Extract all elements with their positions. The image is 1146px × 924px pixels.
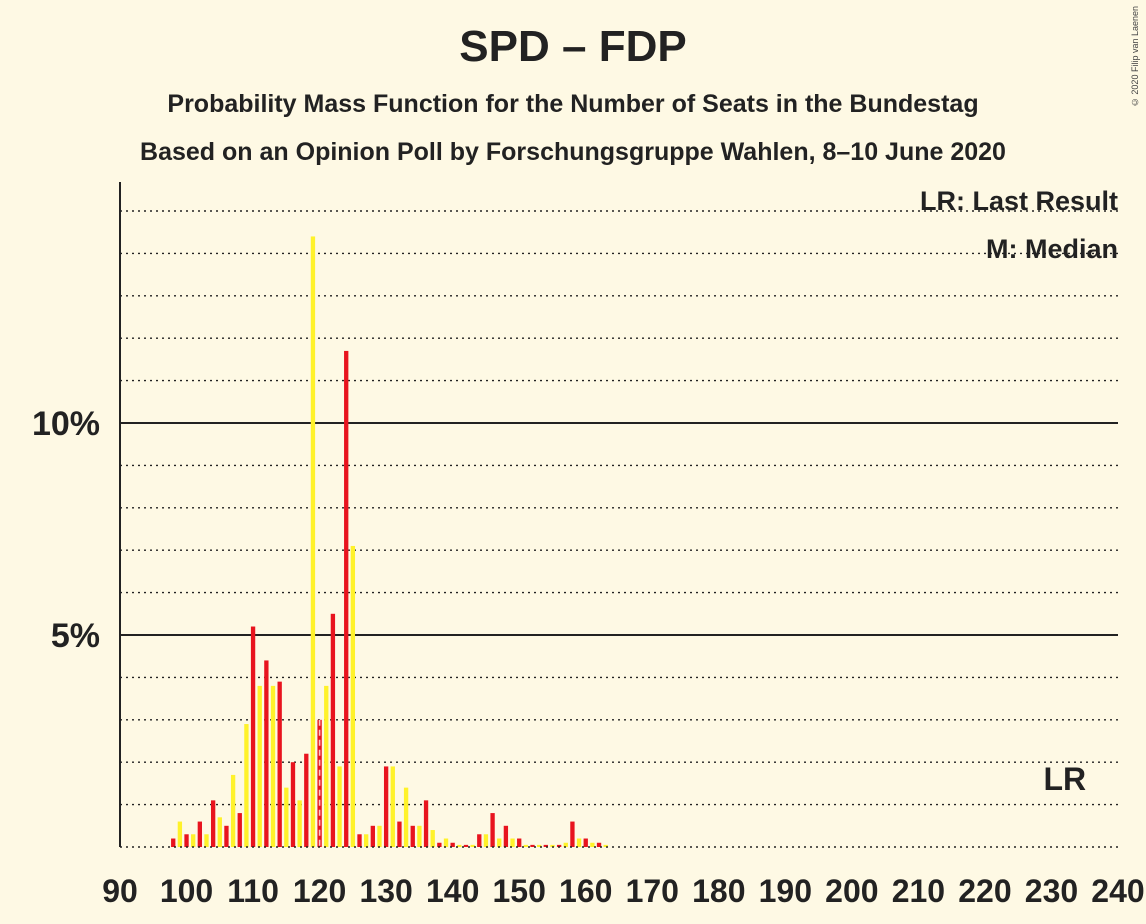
chart-subtitle: Probability Mass Function for the Number… [167, 90, 979, 118]
x-tick-220: 220 [958, 873, 1011, 909]
bar-108 [237, 813, 242, 847]
bar-145 [483, 834, 489, 847]
x-tick-110: 110 [227, 873, 279, 909]
bar-154 [543, 844, 548, 847]
bar-125 [350, 545, 356, 847]
bar-156 [556, 844, 562, 847]
bar-98 [171, 838, 176, 847]
bar-130 [383, 766, 389, 847]
x-tick-100: 100 [160, 873, 213, 909]
legend-last-result: LR: Last Result [920, 186, 1118, 216]
x-tick-90: 90 [102, 873, 138, 909]
x-tick-140: 140 [426, 873, 479, 909]
bar-121 [324, 685, 329, 847]
bar-116 [290, 762, 296, 847]
bar-138 [437, 842, 442, 847]
bar-101 [191, 834, 196, 847]
bar-128 [370, 825, 375, 847]
bar-124 [344, 350, 349, 847]
bar-150 [517, 838, 522, 847]
bar-102 [197, 821, 203, 847]
x-tick-120: 120 [293, 873, 346, 909]
bar-149 [510, 838, 515, 847]
x-tick-170: 170 [626, 873, 679, 909]
bar-133 [403, 787, 409, 847]
bar-131 [390, 766, 395, 847]
x-tick-180: 180 [692, 873, 745, 909]
bar-112 [264, 660, 269, 847]
bar-147 [497, 838, 502, 847]
bar-114 [277, 681, 282, 847]
bar-139 [443, 838, 449, 847]
bar-140 [450, 842, 455, 847]
bar-142 [463, 844, 469, 847]
bar-152 [530, 844, 535, 847]
bar-117 [297, 800, 302, 847]
bar-111 [257, 685, 262, 847]
gridlines [120, 210, 1118, 806]
bar-137 [430, 830, 435, 847]
bar-113 [270, 685, 276, 847]
bar-115 [284, 787, 289, 847]
bar-107 [230, 774, 236, 847]
bar-155 [550, 844, 555, 847]
bars [171, 236, 608, 847]
bar-104 [210, 800, 216, 847]
last-result-label: LR [1043, 761, 1086, 797]
bar-109 [244, 724, 249, 847]
bar-144 [477, 834, 482, 847]
bar-122 [330, 613, 336, 847]
bar-135 [417, 825, 422, 847]
bar-103 [204, 834, 209, 847]
x-tick-190: 190 [759, 873, 812, 909]
bar-146 [490, 813, 495, 847]
bar-141 [457, 844, 462, 847]
chart-source: Based on an Opinion Poll by Forschungsgr… [140, 138, 1006, 166]
bar-148 [503, 825, 509, 847]
bar-110 [250, 626, 256, 847]
bar-158 [570, 821, 575, 847]
bar-123 [337, 766, 342, 847]
bar-157 [563, 842, 568, 847]
x-tick-130: 130 [359, 873, 412, 909]
bar-127 [364, 834, 369, 847]
legend-median: M: Median [986, 234, 1118, 264]
bar-126 [357, 834, 362, 847]
bar-118 [304, 753, 309, 847]
y-tick-10: 10% [32, 405, 100, 443]
bar-162 [596, 842, 602, 847]
bar-132 [397, 821, 402, 847]
tick-labels: 90 100 110 120 130 140 150 160 170 180 190 200 210 22… [32, 405, 1145, 909]
bar-153 [536, 844, 542, 847]
y-tick-5: 5% [51, 617, 100, 655]
bar-163 [603, 844, 608, 847]
bar-100 [184, 834, 189, 847]
x-tick-240: 240 [1091, 873, 1144, 909]
x-tick-210: 210 [892, 873, 945, 909]
bar-136 [423, 800, 429, 847]
bar-119 [310, 236, 316, 847]
x-tick-200: 200 [825, 873, 878, 909]
bar-143 [470, 844, 475, 847]
axes [119, 182, 1118, 848]
bar-105 [217, 817, 222, 847]
bar-134 [410, 825, 415, 847]
bar-99 [177, 821, 183, 847]
bar-106 [224, 825, 229, 847]
bar-159 [576, 838, 582, 847]
bar-161 [590, 842, 595, 847]
chart-title: SPD – FDP [459, 22, 687, 71]
x-tick-160: 160 [559, 873, 612, 909]
x-tick-150: 150 [493, 873, 546, 909]
bar-151 [523, 844, 529, 847]
bar-129 [377, 825, 382, 847]
bar-160 [583, 838, 588, 847]
x-tick-230: 230 [1025, 873, 1078, 909]
